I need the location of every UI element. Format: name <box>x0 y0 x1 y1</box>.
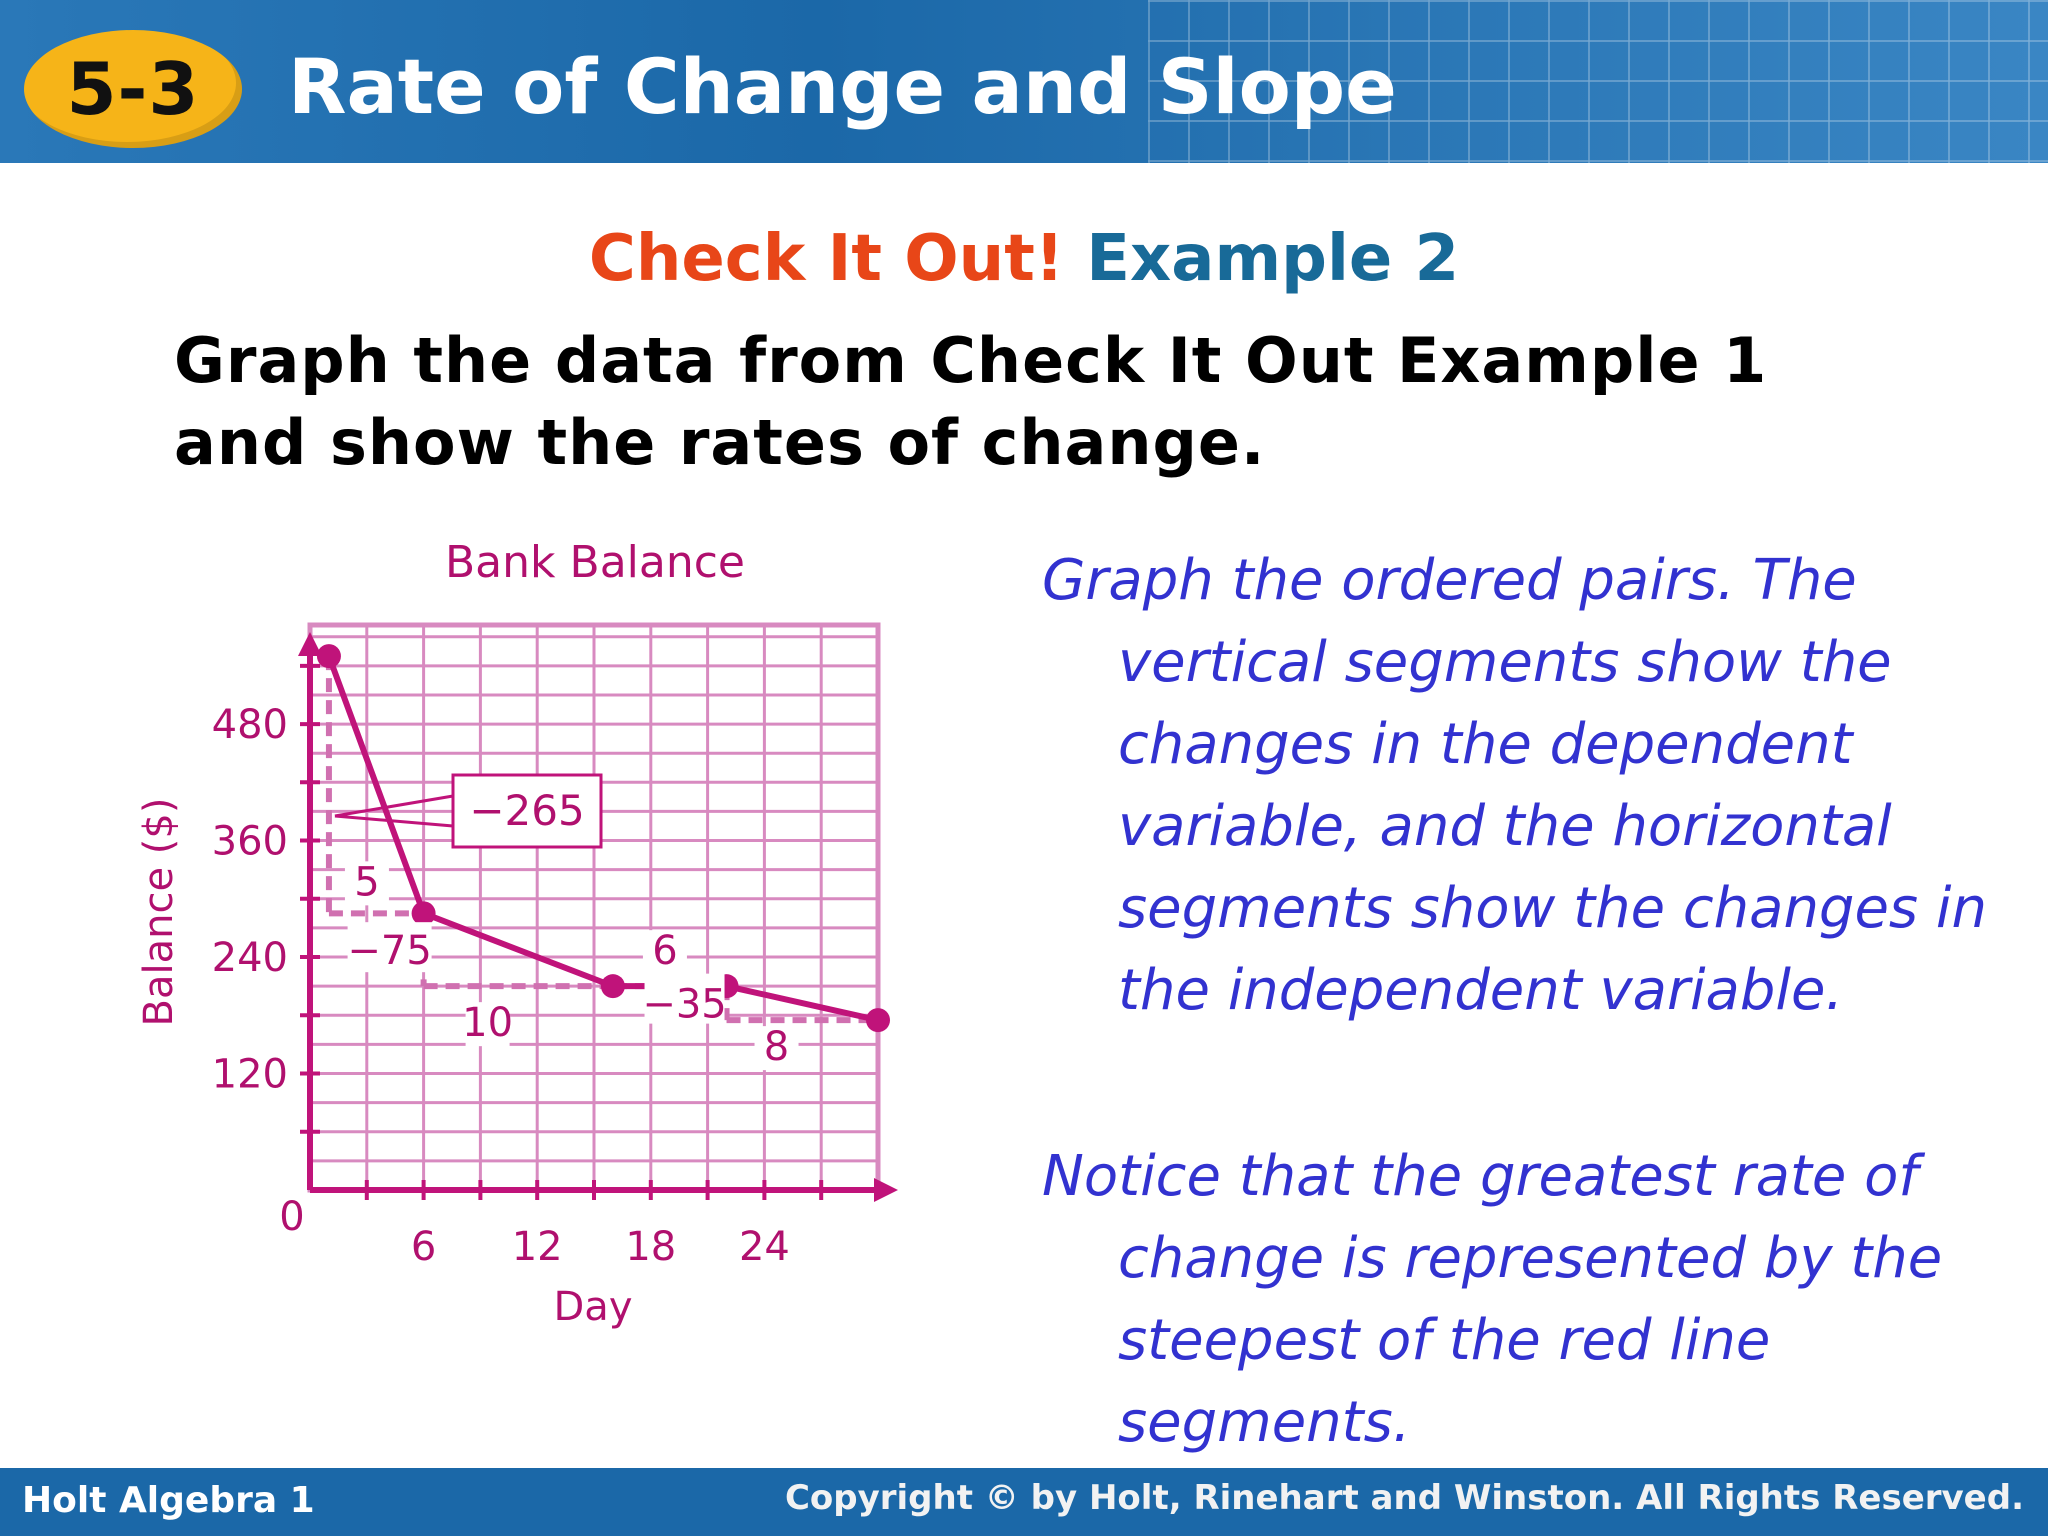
callout-leader <box>334 814 454 828</box>
chart-labels: 6 12 18 24 120 240 360 480 −265 −75 −35 5 10 6 8 <box>212 702 799 1270</box>
y-tick-label: 240 <box>212 935 288 981</box>
explanation-paragraph-1: Graph the ordered pairs. The vertical se… <box>1042 540 2042 1032</box>
chart-title: Bank Balance <box>445 537 745 588</box>
x-tick-label: 18 <box>625 1224 676 1270</box>
horizontal-change-label: 8 <box>764 1024 789 1070</box>
slide-subtitle: Check It Out! Example 2 <box>0 222 2048 296</box>
callout-box <box>451 773 603 849</box>
y-axis-arrow <box>298 632 322 656</box>
y-tick-label: 480 <box>212 702 288 748</box>
vertical-change-label: −35 <box>642 982 726 1028</box>
chart-grid <box>307 622 881 1193</box>
label-background <box>644 973 725 1024</box>
vertical-change-label: −75 <box>347 928 431 974</box>
x-tick-label: 6 <box>411 1224 436 1270</box>
footer-course-name: Holt Algebra 1 <box>22 1480 315 1521</box>
bank-balance-chart: Bank Balance 6 12 18 24 120 240 360 480 −265 −75 −… <box>136 537 898 1330</box>
origin-label: 0 <box>279 1194 304 1240</box>
callout-leader <box>334 794 454 818</box>
y-tick-label: 120 <box>212 1052 288 1098</box>
explanation-2-line: Notice that the greatest rate of <box>1042 1144 1919 1209</box>
explanation-2-line: steepest of the red line <box>1118 1308 1771 1373</box>
explanation-2-line: change is represented by the <box>1118 1226 1943 1291</box>
explanation-1-line: Graph the ordered pairs. The <box>1042 548 1857 613</box>
problem-statement: Graph the data from Check It Out Example… <box>174 320 1767 484</box>
data-point <box>411 901 436 926</box>
chart-axes <box>298 632 898 1202</box>
explanation-1-line: vertical segments show the <box>1118 630 1892 695</box>
explanation-1-line: variable, and the horizontal <box>1118 794 1892 859</box>
footer-bar: Holt Algebra 1 Copyright © by Holt, Rine… <box>0 1468 2048 1536</box>
x-tick-label: 24 <box>739 1224 790 1270</box>
data-point <box>316 644 341 669</box>
x-axis-label: Day <box>554 1284 633 1330</box>
label-background <box>344 861 389 906</box>
footer-copyright: Copyright © by Holt, Rinehart and Winsto… <box>784 1478 2024 1518</box>
horizontal-change-label: 6 <box>652 928 677 974</box>
problem-line-1: Graph the data from Check It Out Example… <box>174 324 1768 397</box>
data-line <box>316 644 890 1033</box>
explanation-2-line: segments. <box>1118 1390 1411 1455</box>
problem-line-2: and show the rates of change. <box>174 406 1266 479</box>
label-background <box>465 1002 510 1047</box>
label-background <box>642 930 687 975</box>
vertical-change-label: −265 <box>469 786 584 835</box>
explanation-1-line: changes in the dependent <box>1118 712 1853 777</box>
lesson-title: Rate of Change and Slope <box>288 42 1397 131</box>
subtitle-check-it-out: Check It Out! <box>588 222 1065 296</box>
horizontal-change-label: 10 <box>462 1000 513 1046</box>
lesson-badge: 5-3 <box>24 30 242 148</box>
label-background <box>754 1026 799 1071</box>
horizontal-change-label: 5 <box>354 859 379 905</box>
header-bar: 5-3 Rate of Change and Slope <box>0 0 2048 163</box>
explanation-1-line: the independent variable. <box>1118 958 1844 1023</box>
y-axis-label: Balance ($) <box>136 798 182 1027</box>
label-background <box>347 922 432 973</box>
x-tick-label: 12 <box>512 1224 563 1270</box>
explanation-1-line: segments show the changes in <box>1118 876 1987 941</box>
x-axis-arrow <box>874 1178 898 1202</box>
header-grid-pattern <box>1148 0 2048 163</box>
y-tick-label: 360 <box>212 819 288 865</box>
lesson-number: 5-3 <box>66 47 200 131</box>
subtitle-example: Example 2 <box>1086 222 1460 296</box>
data-point <box>600 974 625 999</box>
explanation-paragraph-2: Notice that the greatest rate of change … <box>1042 1136 2042 1464</box>
data-point <box>866 1008 890 1033</box>
